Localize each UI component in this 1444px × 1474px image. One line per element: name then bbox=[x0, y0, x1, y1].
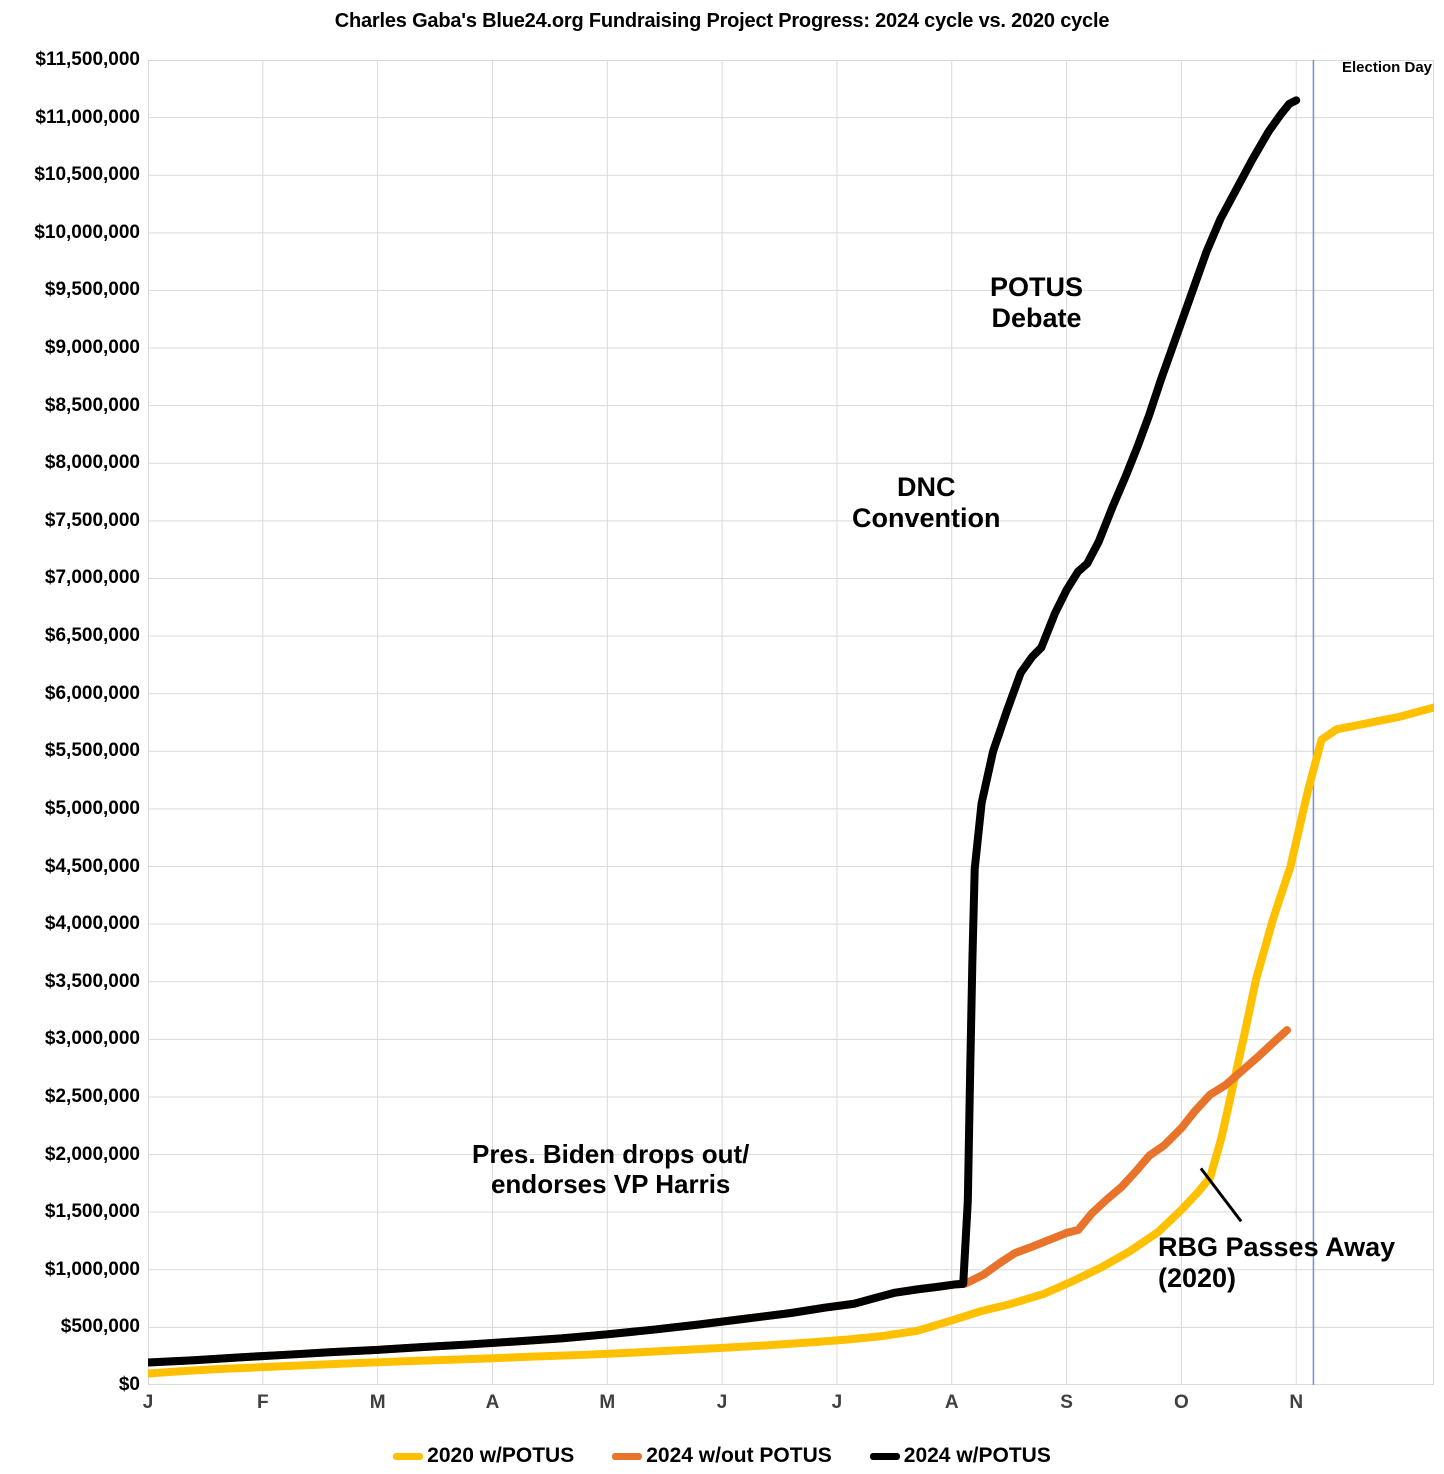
x-axis-tick-label: J bbox=[716, 1392, 728, 1413]
legend-item[interactable]: 2020 w/POTUS bbox=[393, 1444, 574, 1468]
x-axis-tick-label: J bbox=[142, 1392, 154, 1413]
plot-area bbox=[148, 60, 1434, 1385]
leader-line-rbg bbox=[1199, 1167, 1243, 1223]
chart-title: Charles Gaba's Blue24.org Fundraising Pr… bbox=[334, 10, 1110, 32]
chart-legend: 2020 w/POTUS 2024 w/out POTUS 2024 w/POTUS bbox=[0, 1438, 1444, 1474]
y-axis-tick-label: $4,000,000 bbox=[44, 913, 140, 935]
annotation-potus-debate: POTUS Debate bbox=[990, 272, 1084, 334]
x-axis-tick-label: A bbox=[944, 1392, 959, 1413]
y-axis-tick-label: $10,000,000 bbox=[34, 221, 140, 243]
legend-label: 2020 w/POTUS bbox=[427, 1444, 575, 1467]
x-axis-tick-label: O bbox=[1174, 1392, 1189, 1413]
x-axis-tick-label: F bbox=[257, 1392, 269, 1413]
y-axis-tick-label: $500,000 bbox=[60, 1316, 140, 1338]
y-axis-tick-label: $5,500,000 bbox=[44, 740, 140, 762]
x-axis-tick-label: M bbox=[599, 1392, 616, 1413]
annotation-election-day: Election Day bbox=[1342, 59, 1433, 76]
y-axis-tick-label: $1,000,000 bbox=[44, 1258, 140, 1280]
x-axis-tick-label: M bbox=[369, 1392, 386, 1413]
legend-label: 2024 w/POTUS bbox=[903, 1444, 1051, 1467]
y-axis-tick-label: $8,500,000 bbox=[44, 394, 140, 416]
annotation-rbg-passes-away: RBG Passes Away (2020) bbox=[1158, 1232, 1396, 1294]
y-axis-tick-label: $7,500,000 bbox=[44, 509, 140, 531]
y-axis-tick-label: $10,500,000 bbox=[34, 164, 140, 186]
y-axis-tick-label: $6,000,000 bbox=[44, 682, 140, 704]
y-axis-tick-label: $3,500,000 bbox=[44, 970, 140, 992]
y-axis-tick-label: $5,000,000 bbox=[44, 797, 140, 819]
series-line bbox=[148, 703, 1434, 1378]
y-axis-tick-label: $2,000,000 bbox=[44, 1143, 140, 1165]
y-axis-tick-label: $9,000,000 bbox=[44, 337, 140, 359]
y-axis-tick-label: $4,500,000 bbox=[44, 855, 140, 877]
legend-item[interactable]: 2024 w/out POTUS bbox=[612, 1444, 832, 1468]
y-axis-tick-label: $8,000,000 bbox=[44, 452, 140, 474]
x-axis-tick-label: S bbox=[1060, 1392, 1073, 1413]
y-axis-tick-label: $0 bbox=[118, 1374, 140, 1395]
legend-item[interactable]: 2024 w/POTUS bbox=[869, 1444, 1051, 1468]
y-axis-tick-label: $11,500,000 bbox=[35, 49, 140, 70]
annotation-dnc-convention: DNC Convention bbox=[852, 472, 1001, 534]
y-axis-tick-label: $9,500,000 bbox=[44, 279, 140, 301]
legend-label: 2024 w/out POTUS bbox=[646, 1444, 832, 1467]
y-axis-tick-label: $11,000,000 bbox=[35, 106, 140, 128]
annotation-biden-drops-out: Pres. Biden drops out/ endorses VP Harri… bbox=[472, 1139, 750, 1199]
x-axis-tick-label: A bbox=[485, 1392, 500, 1413]
y-axis-labels: $0 $500,000 $1,000,000 $1,500,000 $2,000,000… bbox=[0, 49, 140, 1395]
x-axis-tick-label: N bbox=[1289, 1392, 1304, 1413]
y-axis-tick-label: $3,000,000 bbox=[44, 1028, 140, 1050]
y-axis-tick-label: $1,500,000 bbox=[44, 1201, 140, 1223]
chart-svg bbox=[148, 60, 1434, 1385]
y-axis-tick-label: $2,500,000 bbox=[44, 1085, 140, 1107]
x-axis-tick-label: J bbox=[831, 1392, 843, 1413]
legend-swatch bbox=[393, 1452, 424, 1460]
series-line bbox=[148, 96, 1301, 1367]
y-axis-tick-label: $7,000,000 bbox=[44, 567, 140, 589]
legend-swatch bbox=[612, 1452, 643, 1460]
y-axis-tick-label: $6,500,000 bbox=[44, 625, 140, 647]
plot-border bbox=[148, 60, 1434, 1385]
legend-swatch bbox=[869, 1452, 900, 1460]
